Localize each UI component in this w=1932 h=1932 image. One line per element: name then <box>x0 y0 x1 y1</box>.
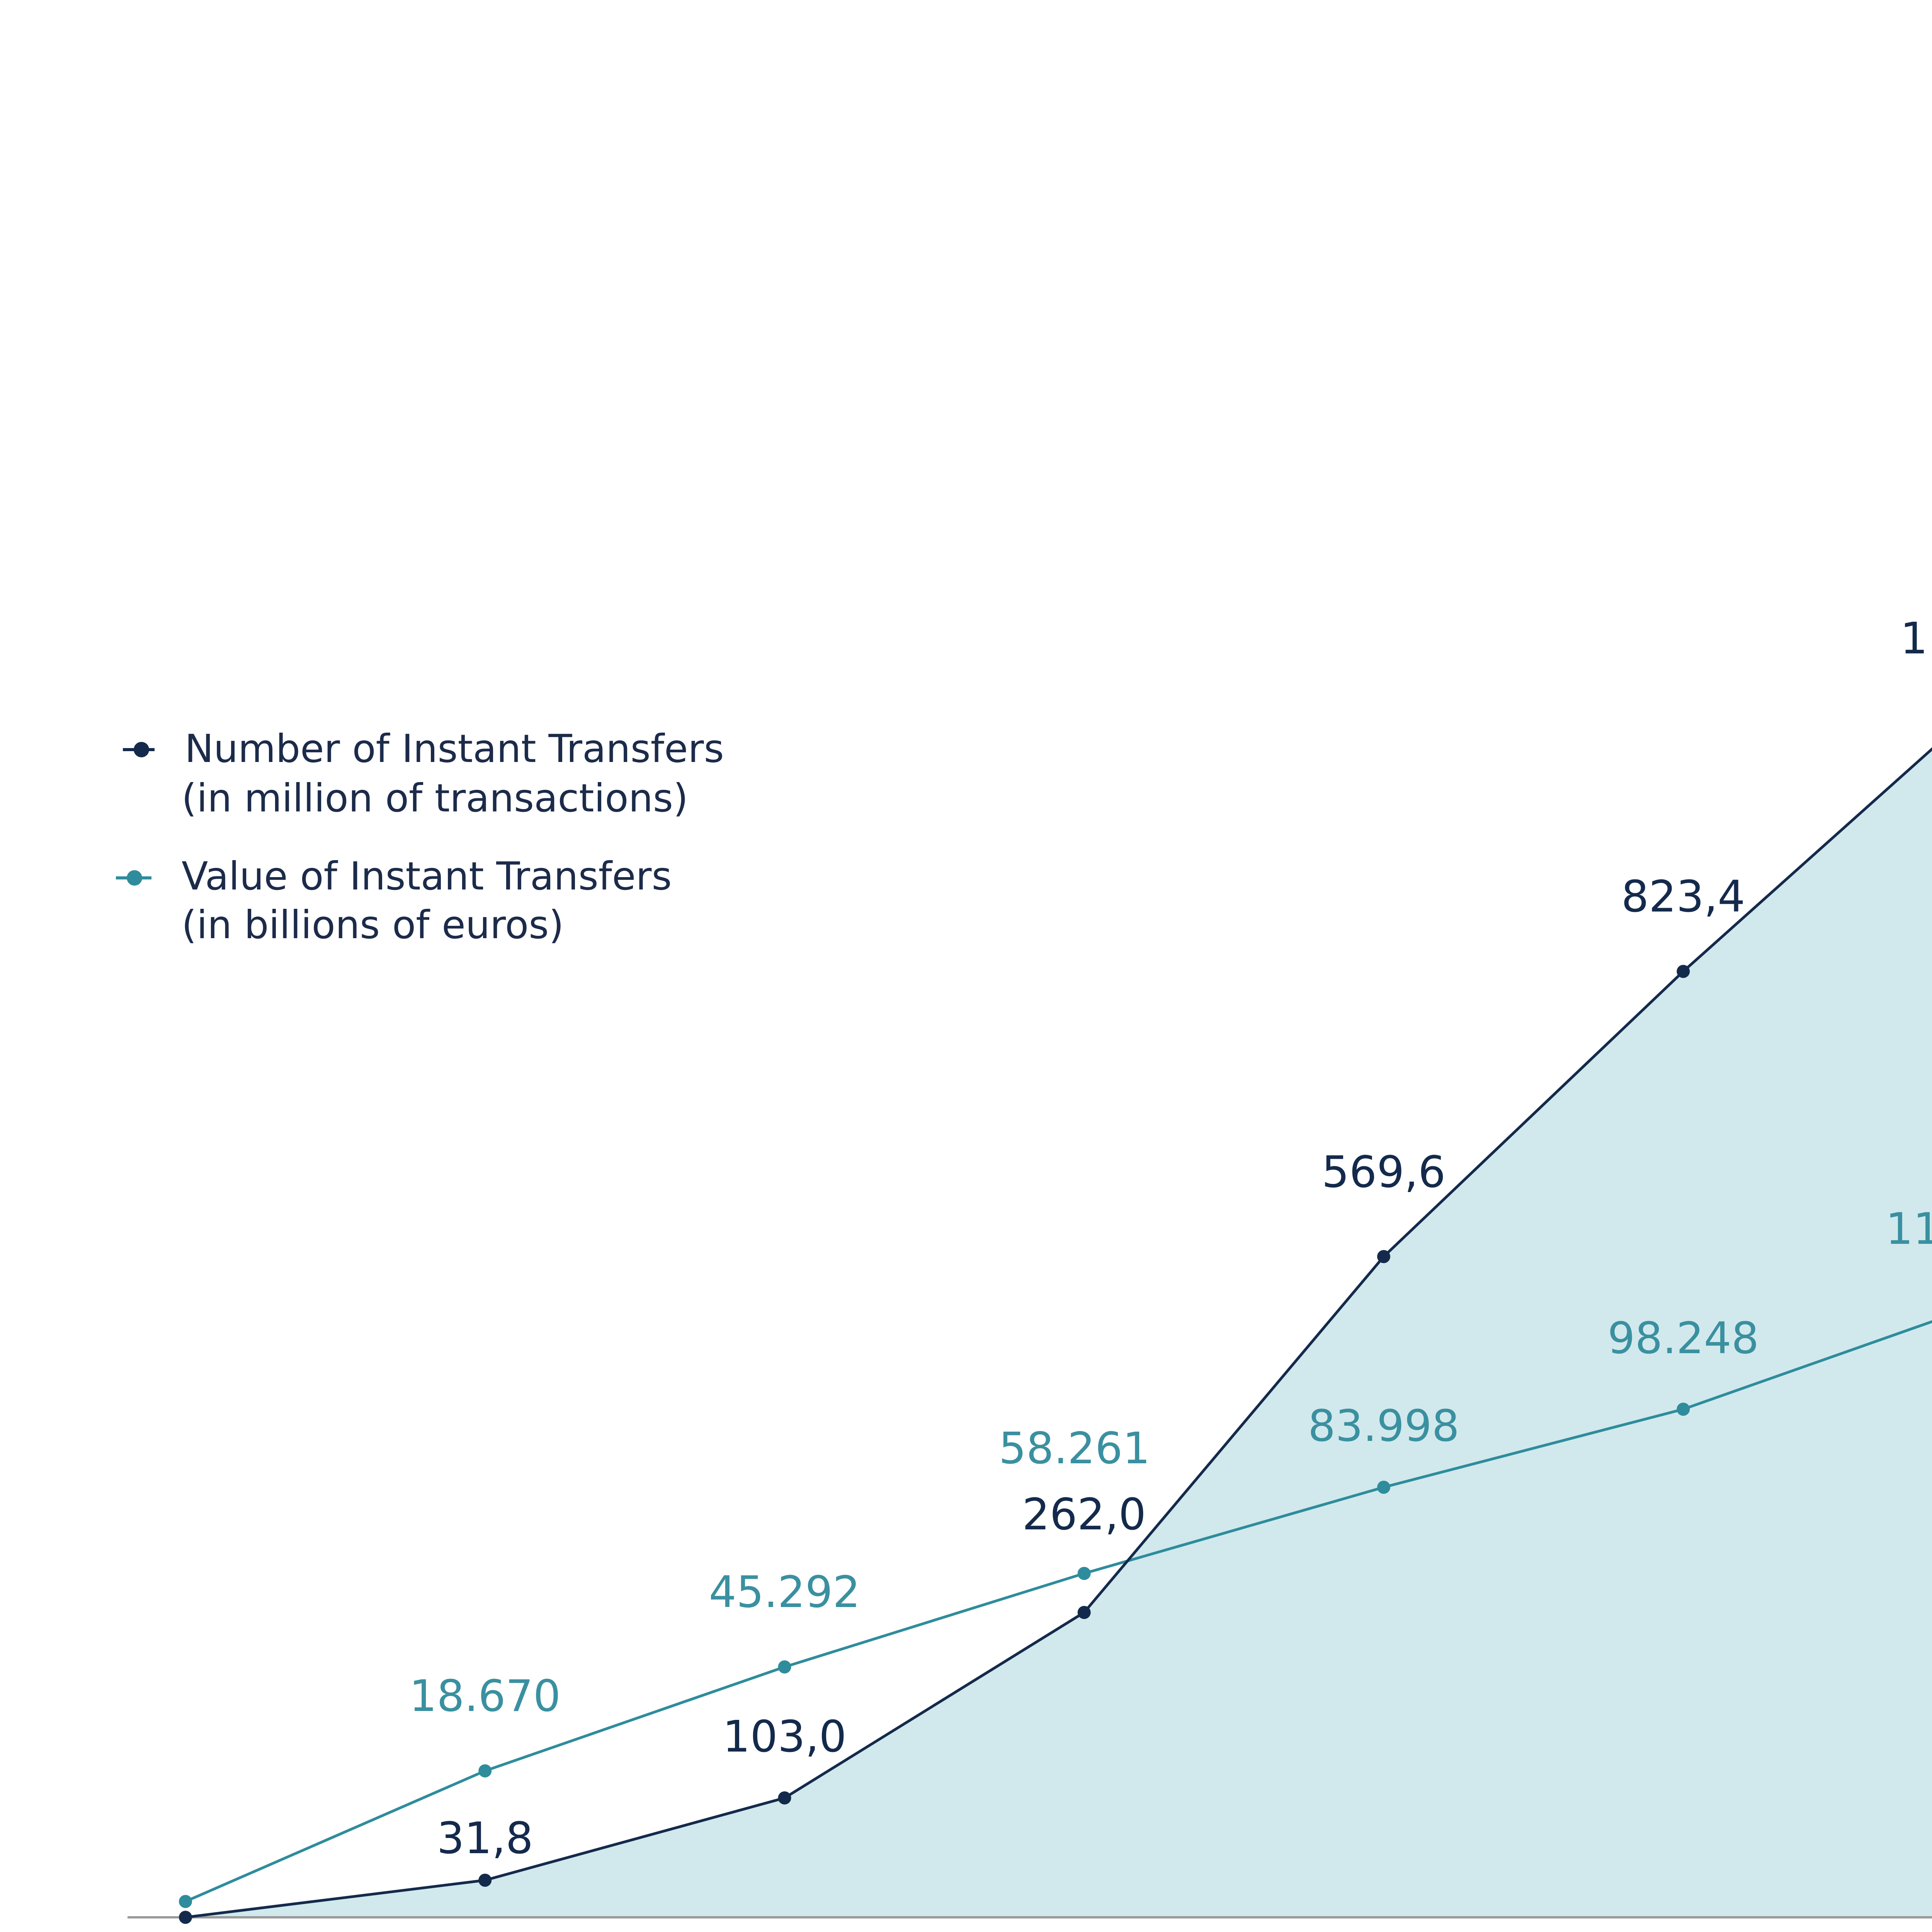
value-data-label: 58.261 <box>999 1423 1150 1474</box>
legend-item-value: Value of Instant Transfers (in billions … <box>116 854 672 947</box>
number-data-label: 31,8 <box>437 1813 533 1864</box>
data-labels: 31,8103,0262,0569,6823,41.011,21.187,11.… <box>409 614 1932 1864</box>
value-series-point <box>1077 1567 1091 1580</box>
value-data-label: 45.292 <box>709 1567 861 1617</box>
number-series-point <box>179 1911 192 1924</box>
value-data-label: 119.432 <box>1886 1204 1932 1254</box>
number-series-point <box>1377 1250 1390 1263</box>
value-series-point <box>1677 1403 1690 1416</box>
legend-item-number: Number of Instant Transfers (in million … <box>123 726 724 821</box>
number-data-label: 262,0 <box>1022 1490 1146 1540</box>
value-series-point <box>179 1895 192 1908</box>
number-series-point <box>1077 1606 1091 1619</box>
series-lines <box>179 747 1932 1924</box>
area-under-number <box>185 749 1932 1917</box>
legend-value-unit: (in billions of euros) <box>182 902 564 947</box>
legend-value-label: Value of Instant Transfers <box>182 854 672 899</box>
number-series-point <box>478 1874 492 1887</box>
legend-number-unit: (in million of transactions) <box>182 776 688 821</box>
number-data-label: 569,6 <box>1322 1147 1446 1197</box>
value-data-label: 83.998 <box>1308 1401 1459 1451</box>
value-series-point <box>478 1764 492 1777</box>
value-data-label: 18.670 <box>409 1671 561 1721</box>
number-data-label: 823,4 <box>1621 872 1745 922</box>
number-series-point <box>778 1791 791 1804</box>
area-fill <box>185 749 1932 1917</box>
value-series-point <box>1377 1481 1390 1494</box>
value-series-point <box>778 1660 791 1673</box>
legend-marker-icon <box>127 870 142 886</box>
number-series-point <box>1677 965 1690 978</box>
number-data-label: 103,0 <box>723 1712 847 1762</box>
legend: Number of Instant Transfers (in million … <box>116 726 724 947</box>
legend-number-label: Number of Instant Transfers <box>185 726 724 771</box>
legend-marker-icon <box>134 742 149 757</box>
value-data-label: 98.248 <box>1607 1313 1759 1364</box>
number-data-label: 1.011,2 <box>1900 614 1932 664</box>
